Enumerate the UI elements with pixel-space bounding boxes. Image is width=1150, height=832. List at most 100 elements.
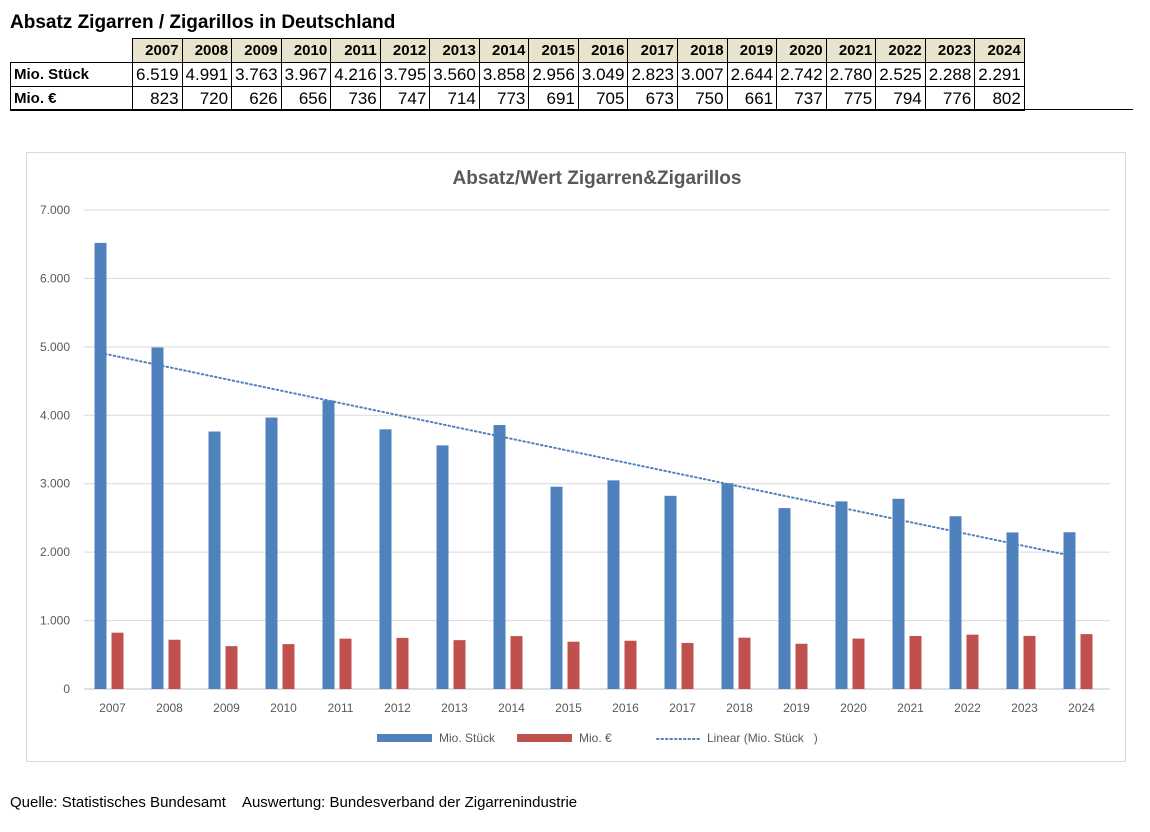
table-cell: 705 — [577, 86, 629, 111]
table-cell: 626 — [231, 86, 282, 111]
table-cell: 737 — [776, 86, 827, 111]
year-header-cell: 2014 — [478, 38, 530, 63]
year-header-cell: 2007 — [132, 38, 183, 63]
bar-mio-stueck — [265, 417, 278, 689]
table-cell: 823 — [132, 86, 183, 111]
table-cell: 2.291 — [974, 62, 1025, 87]
table-cell: 2.823 — [627, 62, 679, 87]
bar-mio-euro — [168, 639, 181, 689]
bar-mio-stueck — [436, 445, 449, 689]
x-tick-label: 2015 — [555, 701, 582, 715]
table-cell: 736 — [330, 86, 381, 111]
x-tick-label: 2010 — [270, 701, 297, 715]
table-cell: 656 — [280, 86, 332, 111]
y-tick-label: 0 — [63, 682, 70, 696]
table-cell: 3.763 — [231, 62, 282, 87]
y-tick-label: 3.000 — [40, 477, 70, 491]
row-label: Mio. € — [10, 86, 133, 111]
year-header-cell: 2008 — [181, 38, 233, 63]
year-header-cell: 2019 — [726, 38, 778, 63]
year-header-cell: 2023 — [924, 38, 976, 63]
year-header-cell: 2022 — [875, 38, 926, 63]
bar-mio-stueck — [1006, 532, 1019, 689]
bar-mio-stueck — [835, 501, 848, 689]
year-header-cell: 2024 — [974, 38, 1025, 63]
bar-mio-euro — [453, 640, 466, 689]
table-cell: 714 — [429, 86, 480, 111]
x-tick-label: 2018 — [726, 701, 753, 715]
table-cell: 673 — [627, 86, 679, 111]
y-tick-label: 2.000 — [40, 545, 70, 559]
x-tick-label: 2008 — [156, 701, 183, 715]
table-cell: 794 — [875, 86, 926, 111]
table-cell: 720 — [181, 86, 233, 111]
bar-mio-euro — [225, 646, 238, 689]
bar-mio-euro — [738, 637, 751, 689]
y-tick-label: 1.000 — [40, 614, 70, 628]
y-tick-label: 7.000 — [40, 203, 70, 217]
year-header-cell: 2012 — [379, 38, 431, 63]
source-line: Quelle: Statistisches Bundesamt Auswertun… — [10, 794, 577, 811]
table-cell: 2.956 — [528, 62, 579, 87]
table-cell: 4.991 — [181, 62, 233, 87]
year-header-cell: 2015 — [528, 38, 579, 63]
page-title: Absatz Zigarren / Zigarillos in Deutschl… — [10, 12, 396, 33]
row-label: Mio. Stück — [10, 62, 133, 87]
source-quelle: Quelle: Statistisches Bundesamt — [10, 794, 226, 811]
x-tick-label: 2014 — [498, 701, 525, 715]
bar-mio-stueck — [721, 483, 734, 689]
legend-label-trendline: Linear (Mio. Stück ) — [707, 731, 818, 745]
bar-mio-stueck — [1063, 532, 1076, 689]
table-cell: 6.519 — [132, 62, 183, 87]
bar-mio-euro — [681, 642, 694, 689]
year-header-cell: 2013 — [429, 38, 480, 63]
table-cell: 802 — [974, 86, 1025, 111]
table-cell: 2.780 — [825, 62, 877, 87]
table-cell: 2.288 — [924, 62, 976, 87]
table-cell: 4.216 — [330, 62, 381, 87]
bar-mio-stueck — [550, 486, 563, 689]
table-cell: 2.644 — [726, 62, 778, 87]
table-cell: 661 — [726, 86, 778, 111]
bar-mio-euro — [795, 643, 808, 689]
bar-mio-euro — [1023, 635, 1036, 689]
table-row: Mio. Stück 6.519 4.991 3.763 3.967 4.216 3.795… — [10, 62, 1025, 87]
x-tick-label: 2019 — [783, 701, 810, 715]
table-cell: 2.742 — [776, 62, 827, 87]
table-cell: 776 — [924, 86, 976, 111]
y-tick-label: 4.000 — [40, 408, 70, 422]
legend-label: Mio. Stück — [439, 731, 496, 745]
table-cell: 3.007 — [677, 62, 728, 87]
legend-swatch — [377, 734, 432, 742]
source-auswertung: Auswertung: Bundesverband der Zigarrenin… — [241, 794, 578, 811]
bar-mio-euro — [909, 635, 922, 689]
x-tick-label: 2009 — [213, 701, 240, 715]
bar-mio-euro — [624, 640, 637, 689]
table-corner-cell — [10, 38, 133, 63]
table-cell: 773 — [478, 86, 530, 111]
table-cell: 3.049 — [577, 62, 629, 87]
bar-mio-stueck — [493, 425, 506, 689]
bar-mio-stueck — [322, 400, 335, 689]
bar-mio-euro — [1080, 634, 1093, 689]
year-header-cell: 2020 — [776, 38, 827, 63]
x-tick-label: 2012 — [384, 701, 411, 715]
year-header-cell: 2011 — [330, 38, 381, 63]
year-header-cell: 2009 — [231, 38, 282, 63]
bar-mio-stueck — [664, 495, 677, 689]
table-body: Mio. Stück 6.519 4.991 3.763 3.967 4.216 3.795… — [10, 62, 1025, 111]
x-tick-label: 2013 — [441, 701, 468, 715]
bar-mio-stueck — [778, 508, 791, 689]
table-bottom-rule — [10, 109, 1133, 110]
bar-mio-euro — [852, 638, 865, 689]
year-header-cell: 2018 — [677, 38, 728, 63]
bar-mio-stueck — [208, 431, 221, 689]
table-cell: 750 — [677, 86, 728, 111]
x-tick-label: 2007 — [99, 701, 126, 715]
bar-mio-stueck — [151, 347, 164, 689]
chart-title: Absatz/Wert Zigarren&Zigarillos — [453, 168, 742, 189]
year-header-cell: 2021 — [825, 38, 877, 63]
bar-mio-euro — [339, 638, 352, 689]
year-header-cell: 2016 — [577, 38, 629, 63]
data-table: 2007 2008 2009 2010 2011 2012 2013 2014 2015 2016… — [10, 38, 1025, 111]
